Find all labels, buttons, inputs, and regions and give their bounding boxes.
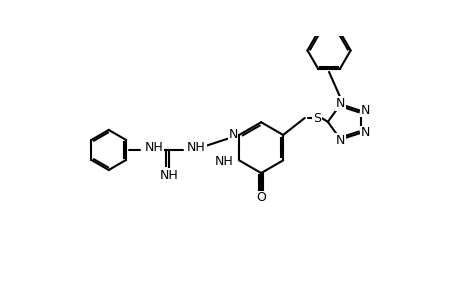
Text: N: N bbox=[335, 134, 345, 147]
Text: S: S bbox=[313, 112, 320, 124]
Text: NH: NH bbox=[145, 141, 163, 154]
Text: N: N bbox=[360, 104, 369, 117]
Text: NH: NH bbox=[214, 154, 233, 168]
Text: N: N bbox=[335, 97, 345, 110]
Text: O: O bbox=[256, 191, 265, 204]
Text: N: N bbox=[228, 128, 237, 141]
Text: NH: NH bbox=[187, 141, 206, 154]
Text: NH: NH bbox=[159, 169, 178, 182]
Text: N: N bbox=[360, 126, 369, 139]
